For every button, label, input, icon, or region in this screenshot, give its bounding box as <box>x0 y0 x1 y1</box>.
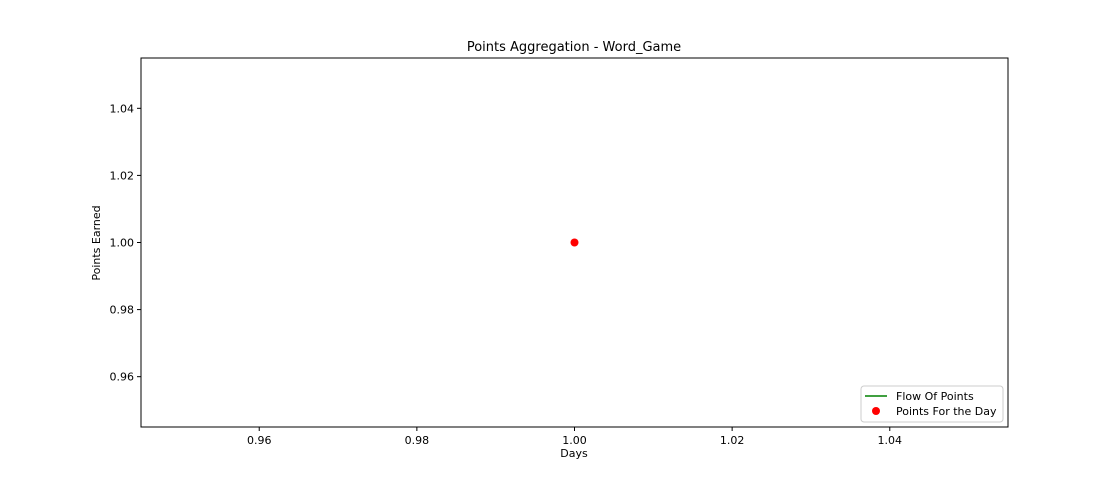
legend-label-points-for-the-day: Points For the Day <box>896 405 997 418</box>
legend-label-flow-of-points: Flow Of Points <box>896 390 974 403</box>
legend: Flow Of Points Points For the Day <box>860 385 1004 423</box>
y-tick-label: 0.96 <box>110 371 135 384</box>
x-axis-ticks: 0.96 0.98 1.00 1.02 1.04 <box>247 427 902 447</box>
x-tick-label: 1.02 <box>720 434 745 447</box>
y-tick-label: 1.04 <box>110 102 135 115</box>
legend-box <box>860 385 1004 423</box>
y-axis-ticks: 0.96 0.98 1.00 1.02 1.04 <box>110 102 141 384</box>
y-tick-label: 1.00 <box>110 237 135 250</box>
plot-marks <box>570 238 579 247</box>
legend-swatch-points-for-the-day <box>872 407 880 415</box>
data-point-points-for-the-day <box>570 238 579 247</box>
x-tick-label: 0.98 <box>405 434 430 447</box>
x-axis-label: Days <box>560 447 588 460</box>
x-tick-label: 1.04 <box>878 434 903 447</box>
y-tick-label: 0.98 <box>110 304 135 317</box>
chart-title: Points Aggregation - Word_Game <box>467 40 681 55</box>
x-tick-label: 1.00 <box>562 434 587 447</box>
x-tick-label: 0.96 <box>247 434 272 447</box>
y-axis-label: Points Earned <box>90 205 103 280</box>
plot-area-frame <box>140 57 1009 428</box>
y-tick-label: 1.02 <box>110 169 135 182</box>
